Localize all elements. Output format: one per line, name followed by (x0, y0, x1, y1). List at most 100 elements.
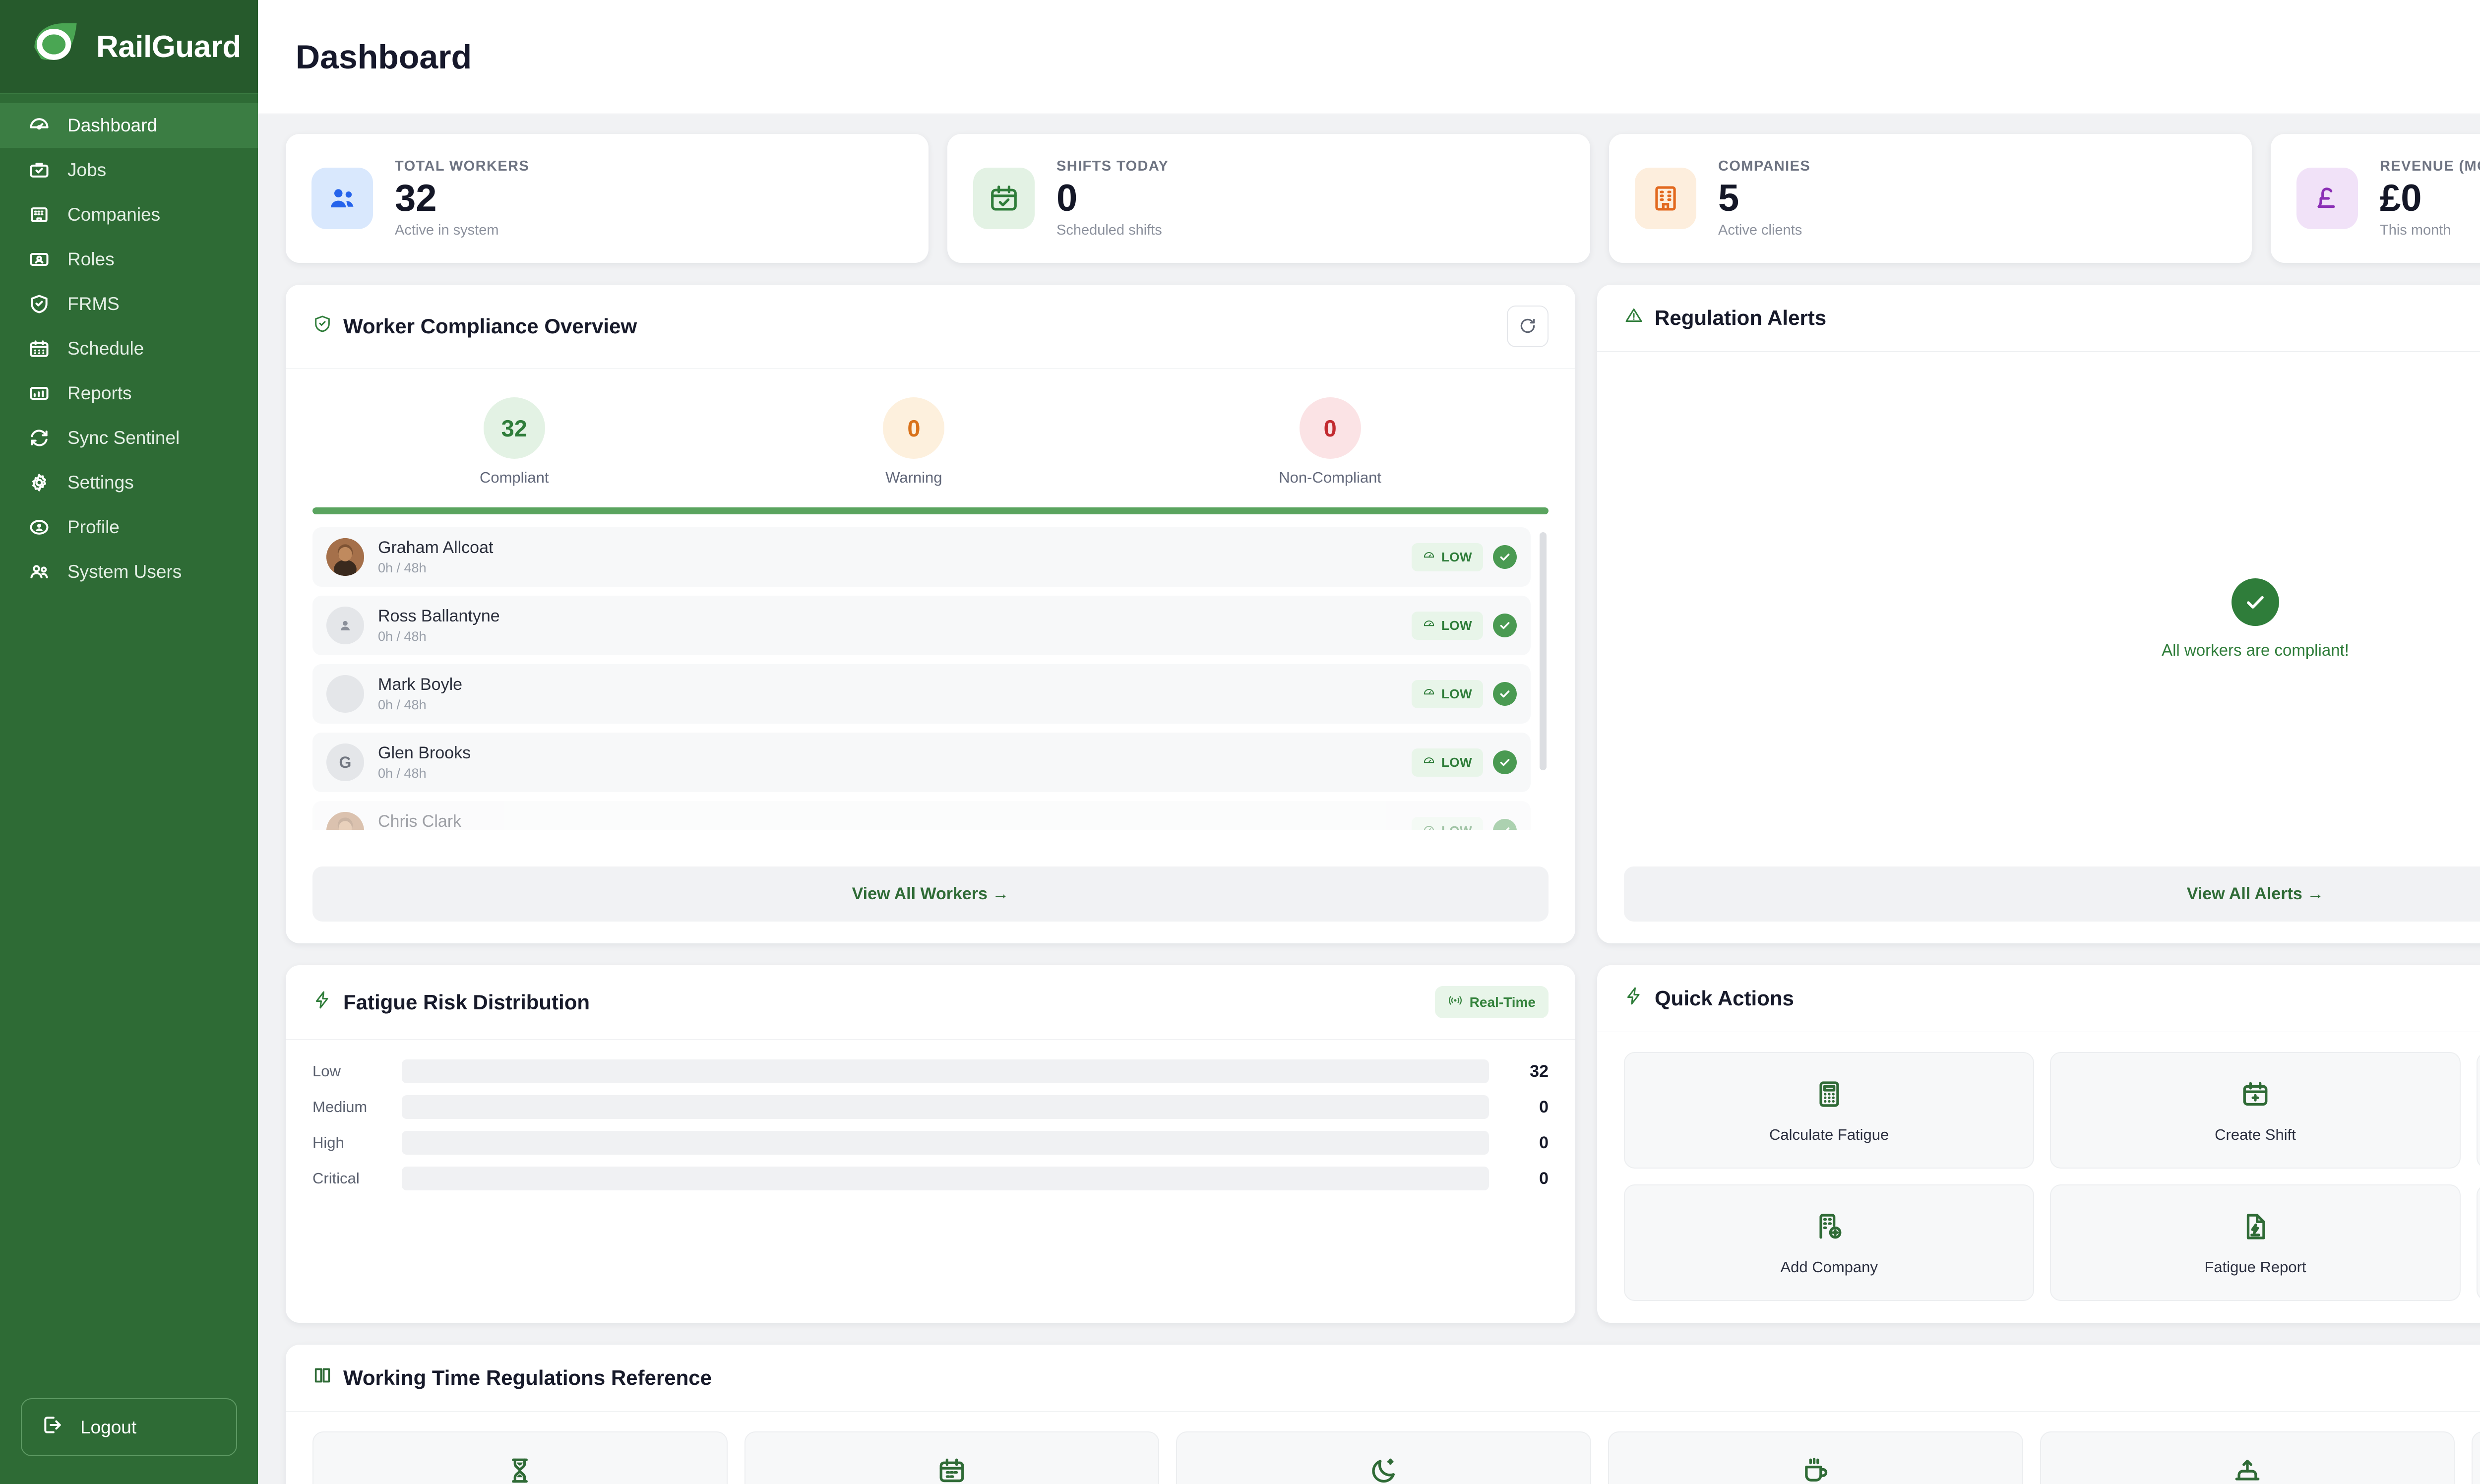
risk-badge: LOW (1411, 543, 1483, 571)
brand-name: RailGuard (96, 29, 241, 64)
calendar-days-icon (937, 1456, 966, 1484)
fatigue-value: 0 (1539, 1133, 1549, 1152)
quick-action-calculate-fatigue[interactable]: Calculate Fatigue (1624, 1052, 2035, 1169)
sidebar-item-label: System Users (67, 561, 182, 582)
logout-icon (42, 1414, 63, 1440)
sidebar-item-jobs[interactable]: Jobs (0, 148, 258, 192)
kpi-value: 5 (1718, 177, 1739, 220)
sidebar-item-settings[interactable]: Settings (0, 460, 258, 505)
all-compliant-state: All workers are compliant! (1624, 371, 2480, 866)
sidebar-item-schedule[interactable]: Schedule (0, 326, 258, 371)
worker-row[interactable]: G Glen Brooks 0h / 48h (312, 733, 1531, 792)
fatigue-bar-row: Critical 0 (312, 1167, 1549, 1190)
regulation-card-rest-breaks: Rest Breaks 20 mins If working 6+ hours (1608, 1431, 2023, 1484)
bed-icon (2233, 1456, 2262, 1484)
gauge-icon (1423, 618, 1435, 634)
panel-title: Worker Compliance Overview (312, 314, 637, 339)
sidebar-item-roles[interactable]: Roles (0, 237, 258, 282)
worker-row[interactable]: Mark Boyle 0h / 48h LOW (312, 664, 1531, 724)
avatar (326, 675, 364, 713)
calendar-check-icon (973, 168, 1035, 229)
view-all-workers-button[interactable]: View All Workers → (312, 866, 1549, 922)
avatar (326, 538, 364, 576)
regulation-card-max-weekly-hours: Max Weekly Hours 48 hours Average over 1… (744, 1431, 1160, 1484)
kpi-label: REVENUE (MONTH) (2380, 158, 2480, 175)
gauge-icon (1423, 686, 1435, 702)
worker-status: LOW (1411, 748, 1517, 777)
check-icon (1493, 819, 1517, 830)
kpi-label: SHIFTS TODAY (1056, 158, 1169, 175)
risk-label: LOW (1441, 754, 1472, 770)
kpi-sub: Active in system (395, 222, 499, 238)
sidebar-item-dashboard[interactable]: Dashboard (0, 103, 258, 148)
quick-action-label: Calculate Fatigue (1769, 1126, 1889, 1143)
risk-label: LOW (1441, 618, 1472, 633)
panel-body: Max Daily Hours 12 hours Maximum shift l… (286, 1412, 2480, 1484)
sidebar-item-label: FRMS (67, 294, 120, 314)
sidebar-item-label: Companies (67, 204, 161, 225)
worker-list-scrollbar[interactable] (1540, 532, 1547, 770)
building-plus-icon (1815, 1212, 1844, 1243)
compliance-progress-fill (312, 507, 1549, 514)
shield-check-icon (28, 293, 51, 315)
refresh-sync-icon (28, 427, 51, 449)
regulation-card-weekly-rest: Weekly Rest 24 hours Per 7-day period (2472, 1431, 2480, 1484)
compliance-stat-value: 0 (1299, 397, 1361, 459)
moon-icon (1369, 1456, 1398, 1484)
gauge-icon (1423, 549, 1435, 565)
compliance-stat-value: 32 (483, 397, 545, 459)
page-title: Dashboard (296, 38, 472, 76)
refresh-button[interactable] (1507, 306, 1549, 347)
compliance-stat-non-compliant: 0 Non-Compliant (1279, 397, 1381, 487)
sidebar-item-sync-sentinel[interactable]: Sync Sentinel (0, 416, 258, 460)
alert-triangle-icon (1624, 306, 1644, 330)
sidebar-item-profile[interactable]: Profile (0, 505, 258, 550)
sidebar-item-companies[interactable]: Companies (0, 192, 258, 237)
worker-name: Ross Ballantyne (378, 607, 500, 625)
kpi-value: 32 (395, 177, 437, 220)
panel-title: Quick Actions (1624, 986, 1794, 1011)
logout-wrapper: Logout (0, 1398, 258, 1484)
fatigue-value: 32 (1530, 1061, 1549, 1081)
dashboard-scroll-area: TOTAL WORKERS 32 Active in system SHIFTS… (258, 114, 2480, 1484)
fatigue-category-label: Medium (312, 1098, 368, 1115)
sidebar-item-label: Dashboard (67, 115, 158, 135)
gauge-icon (28, 114, 51, 137)
compliance-stat-compliant: 32 Compliant (480, 397, 549, 487)
file-bolt-icon (2241, 1212, 2270, 1243)
sidebar-item-label: Sync Sentinel (67, 428, 180, 448)
kpi-card-shifts-today: SHIFTS TODAY 0 Scheduled shifts (947, 134, 1590, 263)
worker-row[interactable]: Graham Allcoat 0h / 48h LOW (312, 527, 1531, 587)
worker-list[interactable]: Graham Allcoat 0h / 48h LOW (312, 527, 1549, 830)
user-circle-icon (28, 516, 51, 539)
sidebar-item-system-users[interactable]: System Users (0, 550, 258, 594)
worker-status: LOW (1411, 611, 1517, 640)
compliance-stat-value: 0 (883, 397, 945, 459)
kpi-label: TOTAL WORKERS (395, 158, 530, 175)
shield-check-icon (312, 314, 332, 339)
sidebar-item-label: Reports (67, 383, 132, 403)
worker-row[interactable]: Chris Clark 0h / 48h LOW (312, 801, 1531, 830)
pound-icon (2296, 168, 2358, 229)
compliance-alerts-row: Worker Compliance Overview 32 Compliant (286, 285, 2480, 943)
quick-action-label: Create Shift (2215, 1126, 2296, 1143)
quick-action-create-shift[interactable]: Create Shift (2050, 1052, 2461, 1169)
sidebar-item-reports[interactable]: Reports (0, 371, 258, 416)
bolt-icon (1624, 986, 1644, 1011)
regulation-card-daily-rest: Daily Rest 11 hours Between shifts (2040, 1431, 2455, 1484)
risk-label: LOW (1441, 549, 1472, 564)
view-all-alerts-button[interactable]: View All Alerts → (1624, 866, 2480, 922)
sidebar-item-frms[interactable]: FRMS (0, 282, 258, 326)
quick-action-fitness-check[interactable]: Fitness Check (2476, 1184, 2480, 1301)
worker-name: Mark Boyle (378, 675, 463, 694)
compliance-column: Worker Compliance Overview 32 Compliant (286, 285, 1575, 943)
hourglass-icon (505, 1456, 534, 1484)
worker-row[interactable]: Ross Ballantyne 0h / 48h LOW (312, 596, 1531, 655)
quick-action-add-company[interactable]: Add Company (1624, 1184, 2035, 1301)
check-icon (1493, 614, 1517, 637)
quick-action-fatigue-report[interactable]: Fatigue Report (2050, 1184, 2461, 1301)
logout-button[interactable]: Logout (21, 1398, 237, 1456)
worker-name: Graham Allcoat (378, 538, 494, 557)
quick-action-add-worker[interactable]: Add Worker (2476, 1052, 2480, 1169)
